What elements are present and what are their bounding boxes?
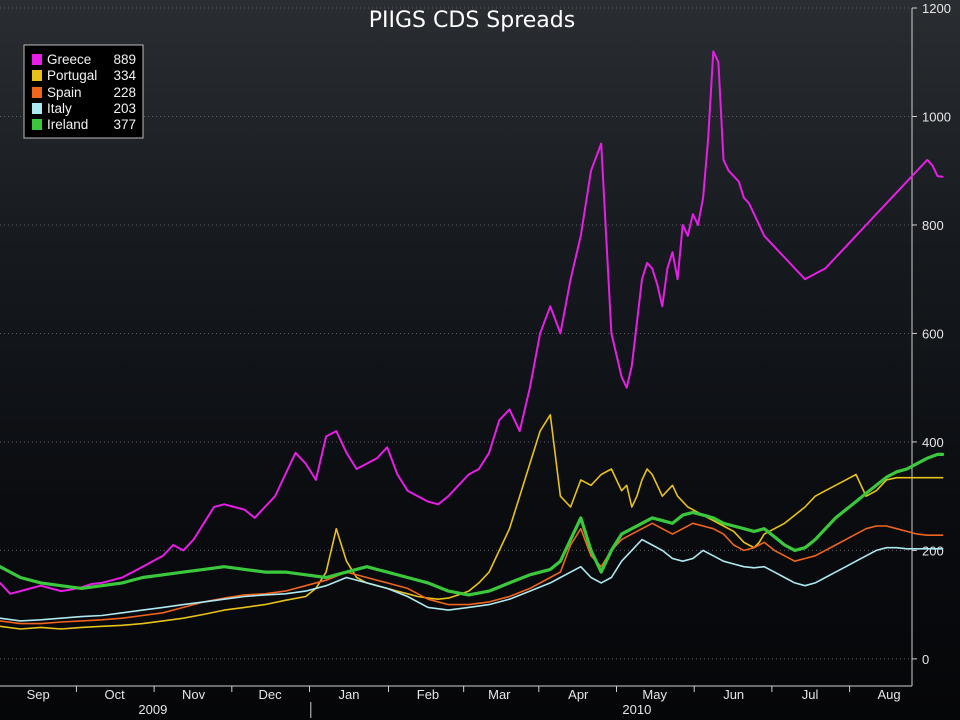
series-line-greece [0, 50, 944, 595]
legend-value-ireland: 377 [113, 117, 136, 132]
legend-swatch-spain [32, 87, 42, 98]
legend-swatch-ireland [32, 119, 42, 130]
series-line-spain [0, 522, 944, 625]
grid [0, 7, 912, 660]
y-tick-label: 600 [922, 326, 944, 341]
legend: Greece 889 Portugal 334 Spain 228 Italy … [23, 44, 144, 139]
legend-label-spain: Spain [47, 85, 82, 100]
legend-value-portugal: 334 [113, 68, 136, 83]
x-tick-label: Sep [27, 687, 50, 702]
legend-value-spain: 228 [113, 85, 136, 100]
series-line-ireland [0, 452, 945, 597]
x-axis-ticks: Sep Oct Nov Dec Jan Feb Mar Apr May Jun Jul Aug 2009… [27, 686, 901, 718]
legend-item-italy: Italy 203 [32, 101, 136, 116]
x-tick-label: Aug [878, 687, 901, 702]
legend-swatch-portugal [32, 70, 42, 81]
legend-item-portugal: Portugal 334 [32, 68, 136, 83]
legend-item-spain: Spain 228 [32, 85, 136, 100]
y-tick-label: 200 [922, 543, 944, 558]
legend-value-greece: 889 [113, 52, 136, 67]
x-tick-label: Feb [417, 687, 439, 702]
y-tick-label: 400 [922, 435, 944, 450]
y-tick-label: 0 [922, 652, 929, 667]
legend-label-ireland: Ireland [47, 117, 88, 132]
series-line-italy [0, 538, 944, 622]
x-year-label: 2009 [138, 702, 167, 717]
x-tick-label: May [642, 687, 667, 702]
legend-swatch-greece [32, 54, 42, 65]
legend-label-portugal: Portugal [47, 68, 97, 83]
x-tick-label: Oct [105, 687, 126, 702]
x-tick-label: Apr [568, 687, 589, 702]
x-tick-label: Dec [258, 687, 282, 702]
legend-value-italy: 203 [113, 101, 136, 116]
legend-swatch-italy [32, 103, 42, 114]
legend-label-greece: Greece [47, 52, 91, 67]
legend-item-ireland: Ireland 377 [32, 117, 136, 132]
x-tick-label: Mar [488, 687, 511, 702]
x-year-label: 2010 [622, 702, 651, 717]
x-tick-label: Jan [339, 687, 360, 702]
y-tick-label: 1000 [922, 109, 951, 124]
legend-box [23, 44, 144, 139]
y-axis-ticks: 0 200 400 600 800 1000 1200 [912, 1, 951, 667]
series-line-portugal [0, 413, 944, 630]
series-layer [0, 50, 945, 630]
y-tick-label: 1200 [922, 1, 951, 16]
y-tick-label: 800 [922, 218, 944, 233]
x-tick-label: Nov [182, 687, 206, 702]
x-tick-label: Jul [802, 687, 819, 702]
legend-label-italy: Italy [47, 101, 72, 116]
chart-title: PIIGS CDS Spreads [369, 8, 575, 33]
x-tick-label: Jun [723, 687, 744, 702]
legend-item-greece: Greece 889 [32, 52, 136, 67]
